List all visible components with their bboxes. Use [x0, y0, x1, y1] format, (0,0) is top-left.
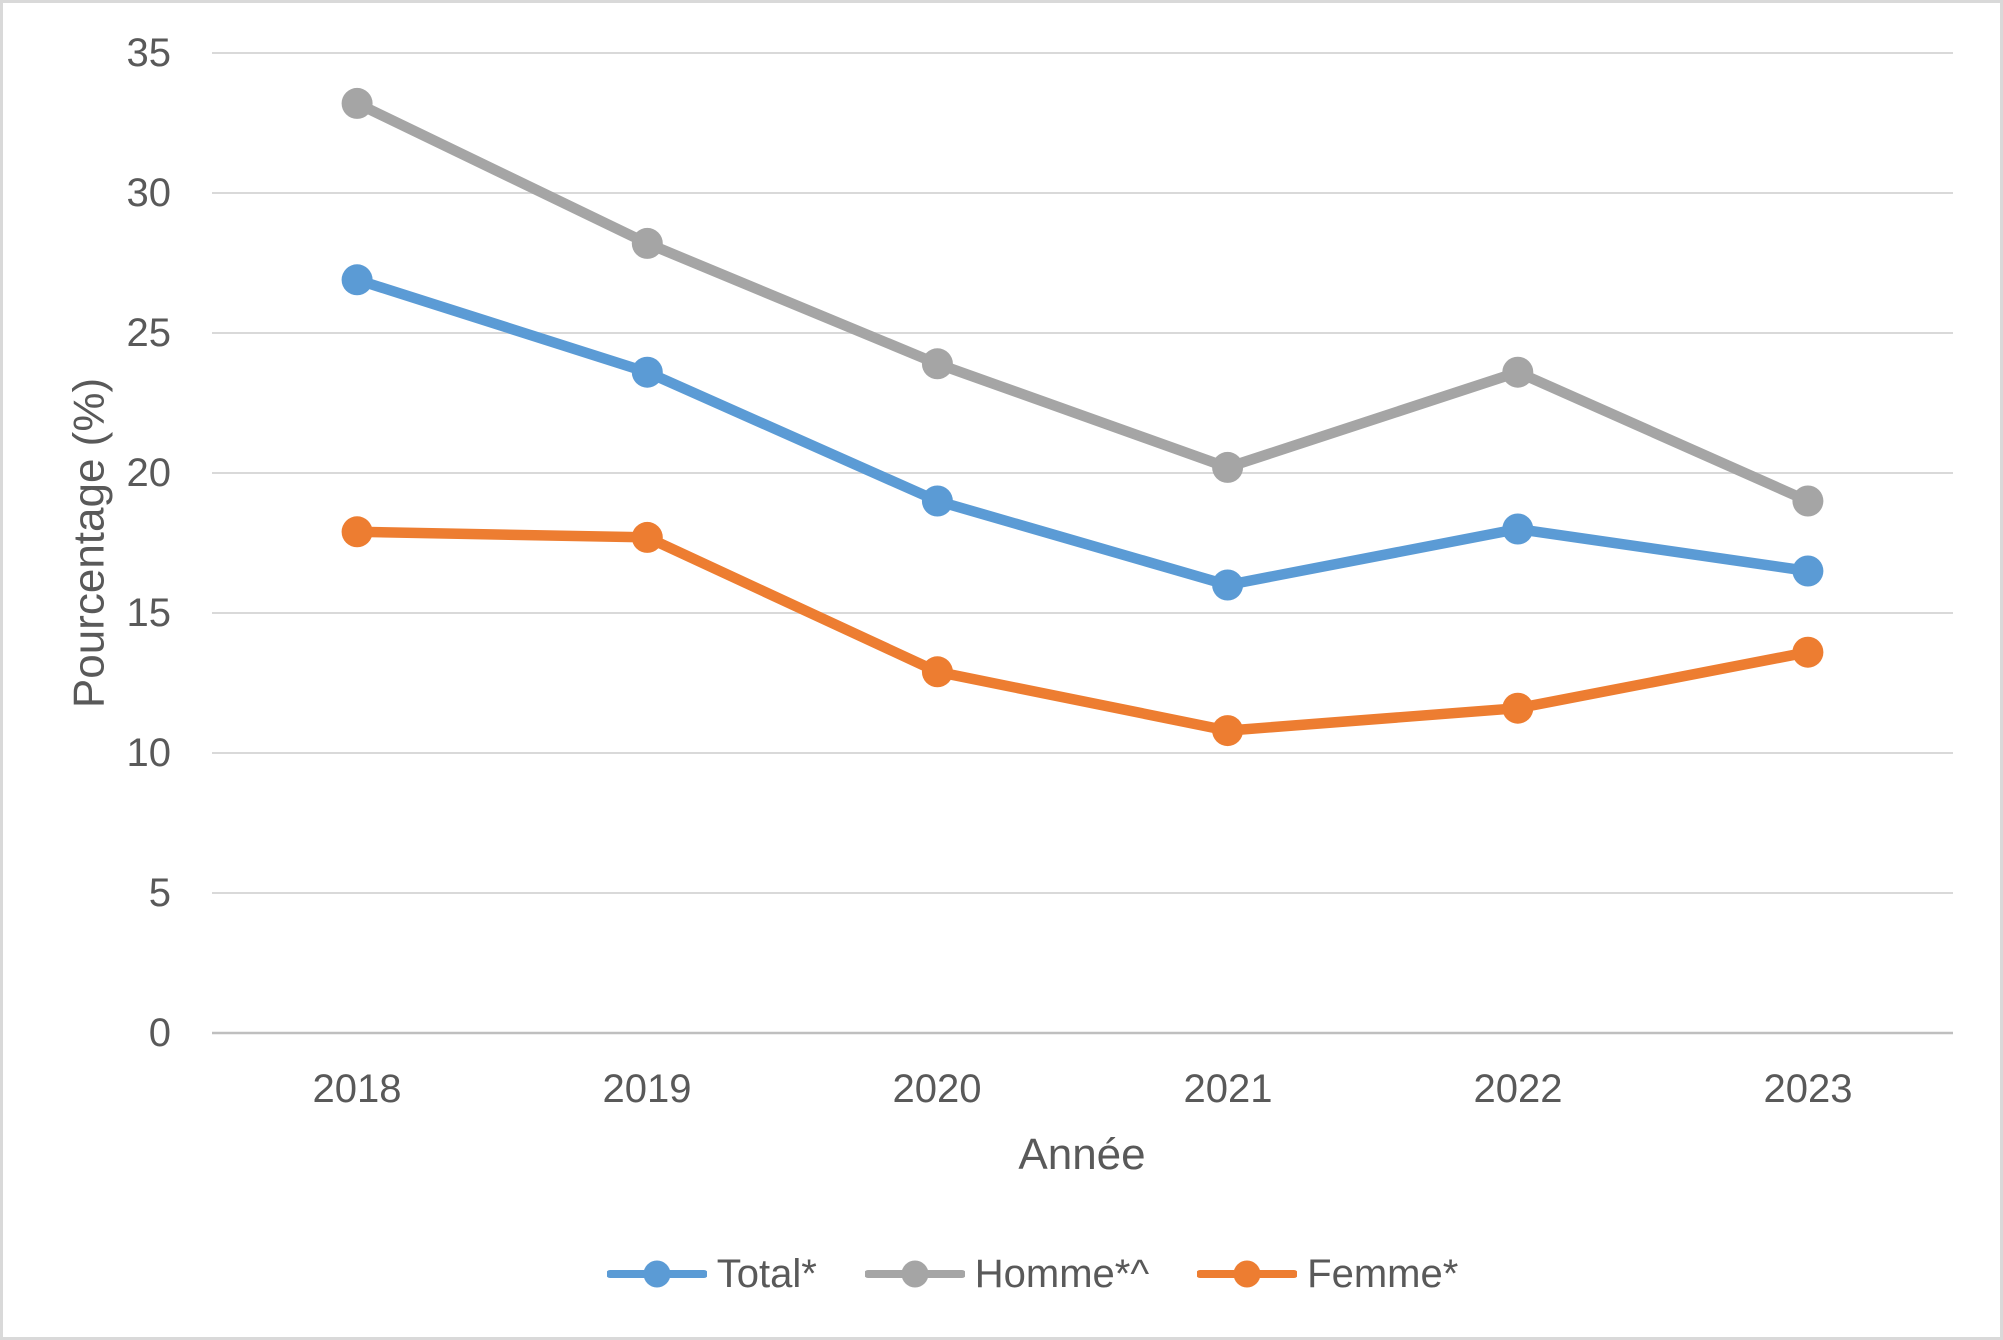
data-point-marker [1792, 485, 1824, 517]
x-axis-tick-labels: 2018 2019 2020 2021 2022 2023 [313, 1067, 1853, 1111]
data-point-marker [631, 521, 663, 553]
y-axis-tick-labels: 35 30 25 20 15 10 5 0 [127, 31, 172, 1055]
x-axis-title: Année [1018, 1130, 1145, 1179]
data-point-marker [1502, 513, 1534, 545]
data-point-marker [1502, 356, 1534, 388]
legend-label-femme: Femme* [1307, 1251, 1459, 1296]
data-point-marker [1792, 555, 1824, 587]
data-point-marker [921, 348, 953, 380]
data-point-marker [341, 264, 373, 296]
series-line [351, 526, 1814, 736]
data-point-marker [921, 656, 953, 688]
legend-label-homme: Homme*^ [974, 1251, 1150, 1296]
data-point-marker [1212, 569, 1244, 601]
legend-line-marker-total-icon [606, 1260, 707, 1288]
legend-item-femme: Femme* [1197, 1252, 1458, 1297]
legend: Total* Homme*^ Femme* [3, 1243, 2000, 1305]
y-tick-label-0: 0 [149, 1011, 171, 1055]
data-point-marker [1212, 715, 1244, 747]
plot-series [341, 87, 1824, 747]
series-femme [341, 516, 1824, 747]
x-tick-label-2021: 2021 [1184, 1067, 1273, 1111]
data-point-marker [1792, 636, 1824, 668]
legend-item-homme: Homme*^ [864, 1251, 1150, 1297]
legend-line-marker-homme-icon [864, 1260, 965, 1288]
y-tick-label-15: 15 [127, 591, 172, 635]
series-homme [341, 87, 1824, 517]
data-point-marker [341, 516, 373, 548]
series-total [341, 264, 1824, 601]
legend-line-marker-femme-icon [1197, 1260, 1298, 1288]
y-tick-label-25: 25 [127, 311, 172, 355]
series-line [351, 98, 1814, 507]
x-tick-label-2023: 2023 [1764, 1067, 1853, 1111]
data-point-marker [341, 87, 373, 119]
data-point-marker [921, 485, 953, 517]
data-point-marker [1502, 692, 1534, 724]
y-tick-label-30: 30 [127, 171, 172, 215]
y-axis-title: Pourcentage (%) [65, 378, 114, 708]
legend-label-total: Total* [716, 1251, 817, 1296]
series-line [351, 274, 1814, 591]
x-tick-label-2018: 2018 [313, 1067, 402, 1111]
plot-svg: 35 30 25 20 15 10 5 0 2018 2019 2020 202… [65, 31, 1953, 1179]
gridlines [212, 52, 1953, 1035]
legend-item-total: Total* [606, 1251, 817, 1297]
x-tick-label-2020: 2020 [893, 1067, 982, 1111]
y-tick-label-20: 20 [127, 451, 172, 495]
x-tick-label-2019: 2019 [603, 1067, 692, 1111]
y-tick-label-5: 5 [149, 871, 171, 915]
x-tick-label-2022: 2022 [1474, 1067, 1563, 1111]
data-point-marker [1212, 451, 1244, 483]
data-point-marker [631, 356, 663, 388]
data-point-marker [631, 227, 663, 259]
y-tick-label-35: 35 [127, 31, 172, 75]
y-tick-label-10: 10 [127, 731, 172, 775]
